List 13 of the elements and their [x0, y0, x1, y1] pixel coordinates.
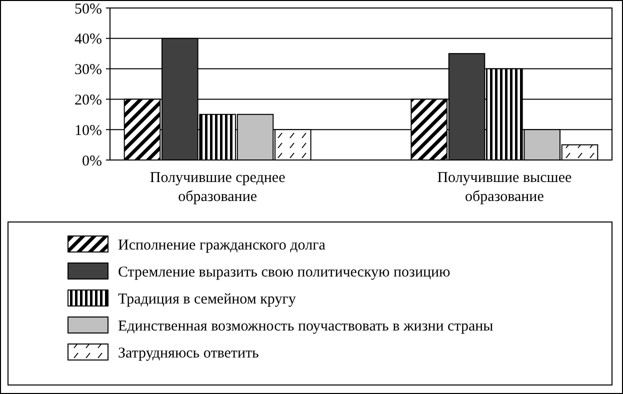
legend-label: Исполнение гражданского долга — [118, 237, 326, 254]
legend-label: Затрудняюсь ответить — [118, 345, 260, 362]
y-tick-label: 10% — [74, 122, 102, 139]
y-tick-label: 20% — [74, 92, 102, 108]
x-tick-label: Получившие высшее образование — [437, 170, 572, 205]
y-tick-label: 40% — [74, 32, 102, 48]
y-tick-label: 0% — [82, 153, 102, 170]
y-tick-label: 50% — [74, 1, 102, 18]
legend-label: Стремление выразить свою политическую позицию — [118, 264, 450, 280]
legend-label: Традиция в семейном кругу — [118, 291, 296, 308]
legend-label: Единственная возможность поучаствовать в жизни страны — [118, 318, 494, 334]
x-tick-label: Получившие среднее образование — [150, 170, 286, 205]
y-tick-label: 30% — [74, 62, 102, 78]
